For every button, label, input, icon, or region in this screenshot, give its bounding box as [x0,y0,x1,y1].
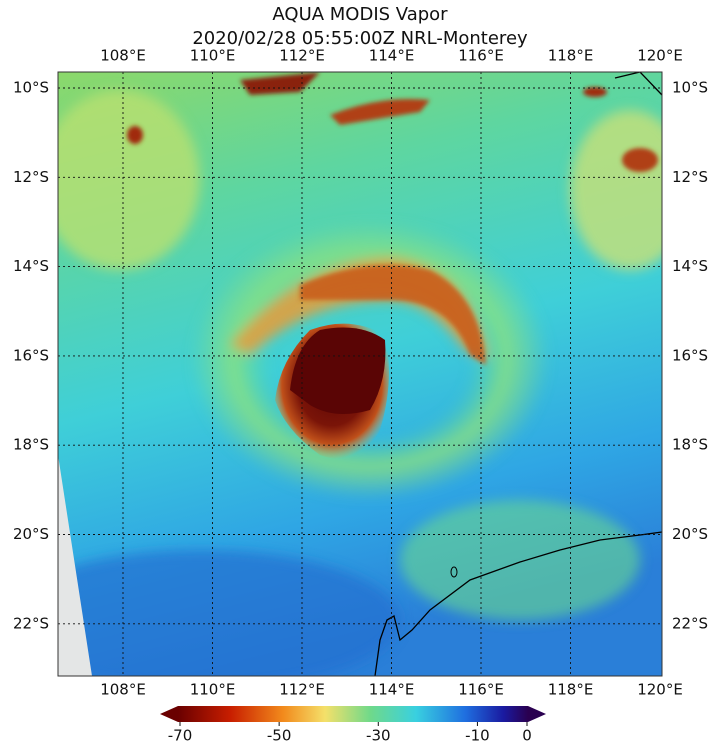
latitude-label: 20°S [672,525,708,543]
latitude-label: 16°S [13,346,49,364]
latitude-label: 10°S [13,79,49,97]
colorbar-tick-label: -70 [168,727,193,745]
colorbar-tick-label: 0 [522,727,532,745]
longitude-label: 112°E [279,47,325,65]
longitude-label: 112°E [279,681,325,699]
latitude-label: 16°S [672,346,708,364]
latitude-label: 12°S [672,168,708,186]
longitude-label: 108°E [100,681,146,699]
longitude-label: 118°E [548,47,594,65]
latitude-label: 14°S [13,257,49,275]
colorbar [160,706,546,722]
latitude-label: 20°S [13,525,49,543]
latitude-label: 22°S [672,614,708,632]
latitude-label: 10°S [672,79,708,97]
latitude-label: 18°S [13,436,49,454]
subtitle: 2020/02/28 05:55:00Z NRL-Monterey [192,28,528,49]
title: AQUA MODIS Vapor [272,4,448,25]
graticule [58,72,662,676]
map-frame [57,71,663,677]
longitude-label: 120°E [637,47,683,65]
longitude-label: 108°E [100,47,146,65]
longitude-label: 110°E [190,47,236,65]
longitude-label: 110°E [190,681,236,699]
longitude-label: 114°E [369,47,415,65]
colorbar-tick-label: -50 [267,727,292,745]
latitude-label: 18°S [672,436,708,454]
longitude-label: 120°E [637,681,683,699]
latitude-label: 22°S [13,614,49,632]
latitude-label: 12°S [13,168,49,186]
colorbar-tick-label: -30 [366,727,391,745]
latitude-label: 14°S [672,257,708,275]
longitude-label: 116°E [458,681,504,699]
satellite-image [58,72,662,676]
longitude-label: 114°E [369,681,415,699]
longitude-label: 116°E [458,47,504,65]
longitude-label: 118°E [548,681,594,699]
colorbar-tick-label: -10 [465,727,490,745]
